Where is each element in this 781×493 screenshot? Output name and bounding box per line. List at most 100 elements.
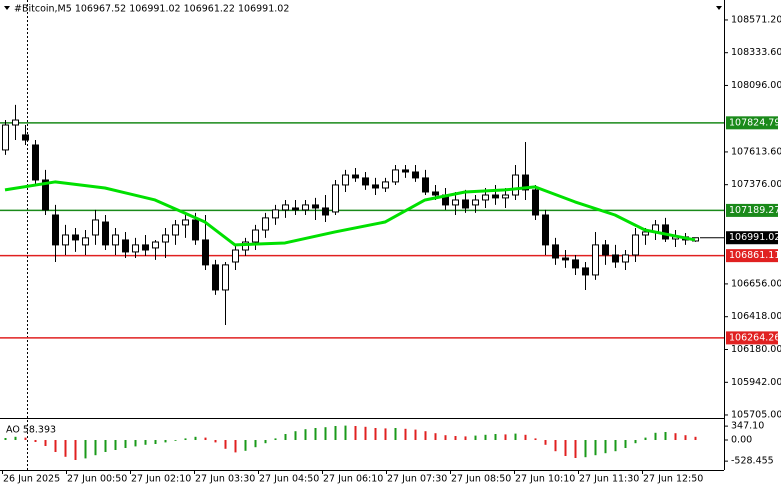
y-tick-label: 107613.60: [731, 146, 781, 157]
ao-tick-label: -528.455: [731, 456, 774, 467]
y-tick-label: 108333.60: [731, 47, 781, 58]
candle-body: [92, 219, 99, 236]
candle-body: [192, 219, 199, 241]
candle-body: [412, 171, 419, 179]
candle-body: [572, 259, 579, 269]
candle-body: [12, 119, 19, 126]
candle-body: [212, 264, 219, 291]
candle-body: [182, 219, 189, 226]
candle-body: [532, 189, 539, 216]
candle-body: [292, 207, 299, 211]
candle-body: [662, 224, 669, 240]
candle-body: [352, 174, 359, 179]
candle-body: [452, 199, 459, 206]
candle-body: [312, 204, 319, 209]
candle-body: [272, 209, 279, 219]
level-label-box: [726, 249, 778, 263]
candle-body: [22, 134, 29, 141]
y-tick-label: 106418.00: [731, 311, 781, 322]
level-label: 106264.26: [729, 332, 780, 343]
x-tick-label: 27 Jun 07:30: [387, 474, 447, 485]
ao-tick-label: 347.10: [731, 421, 764, 432]
indicator-label: AO 58.393: [6, 425, 56, 436]
x-tick-label: 27 Jun 08:50: [451, 474, 511, 485]
candle-body: [222, 264, 229, 291]
candle-body: [502, 194, 509, 199]
ao-tick-label: 0.00: [731, 435, 752, 446]
y-tick-label: 105942.00: [731, 377, 781, 388]
candle-body: [42, 179, 49, 211]
scroll-icon: [716, 6, 722, 10]
candle-body: [632, 234, 639, 256]
candle-body: [132, 244, 139, 253]
candle-body: [542, 214, 549, 246]
candle-body: [462, 199, 469, 209]
candle-body: [612, 254, 619, 263]
candle-body: [202, 239, 209, 266]
x-tick-label: 26 Jun 2025: [3, 474, 60, 485]
level-label-box: [726, 331, 778, 345]
candle-body: [552, 244, 559, 259]
candle-body: [82, 237, 89, 246]
level-label-box: [726, 116, 778, 130]
candle-body: [302, 204, 309, 211]
x-tick-label: 27 Jun 03:30: [195, 474, 255, 485]
candle-body: [482, 194, 489, 201]
level-label: 107824.79: [729, 117, 780, 128]
x-tick-label: 27 Jun 00:50: [67, 474, 127, 485]
candle-body: [372, 184, 379, 189]
candle-body: [122, 239, 129, 253]
candle-body: [472, 199, 479, 206]
x-tick-label: 27 Jun 04:50: [259, 474, 319, 485]
candle-body: [142, 244, 149, 251]
moving-average: [4, 180, 696, 247]
candle-body: [392, 169, 399, 183]
candle-body: [522, 174, 529, 191]
y-tick-label: 108096.00: [731, 80, 781, 91]
y-tick-label: 107376.00: [731, 179, 781, 190]
y-tick-label: 106180.00: [731, 344, 781, 355]
y-tick-label: 106656.00: [731, 278, 781, 289]
candle-body: [492, 194, 499, 199]
y-tick-label: 108571.20: [731, 14, 781, 25]
candle-body: [282, 204, 289, 211]
symbol-icon: [4, 6, 10, 10]
candle-body: [172, 224, 179, 236]
x-tick-label: 27 Jun 10:10: [515, 474, 575, 485]
current-price-box: [726, 231, 778, 245]
level-label-box: [726, 203, 778, 217]
candle-body: [432, 191, 439, 196]
y-tick-label: 105705.00: [731, 409, 781, 420]
candle-body: [102, 221, 109, 246]
x-tick-label: 27 Jun 06:10: [323, 474, 383, 485]
candle-body: [62, 234, 69, 246]
current-price-label: 106991.02: [729, 232, 780, 243]
candle-body: [362, 177, 369, 186]
candle-body: [162, 234, 169, 243]
candle-body: [2, 124, 9, 151]
candle-body: [112, 234, 119, 246]
candle-body: [582, 267, 589, 276]
candle-body: [402, 169, 409, 173]
x-tick-label: 27 Jun 12:50: [643, 474, 703, 485]
candle-body: [52, 214, 59, 246]
x-tick-label: 27 Jun 02:10: [131, 474, 191, 485]
level-label: 106861.11: [729, 250, 780, 261]
candle-body: [642, 231, 649, 236]
candle-body: [262, 217, 269, 231]
candle-body: [622, 254, 629, 263]
level-label: 107189.27: [729, 205, 780, 216]
candle-body: [72, 234, 79, 241]
candle-body: [602, 244, 609, 256]
chart-title: #Bitcoin,M5 106967.52 106991.02 106961.2…: [14, 4, 289, 15]
candle-body: [322, 207, 329, 216]
candle-body: [422, 177, 429, 193]
candle-body: [152, 241, 159, 249]
candle-body: [382, 181, 389, 189]
candle-body: [32, 144, 39, 181]
candle-body: [332, 184, 339, 213]
candle-body: [562, 257, 569, 261]
candle-body: [252, 229, 259, 243]
